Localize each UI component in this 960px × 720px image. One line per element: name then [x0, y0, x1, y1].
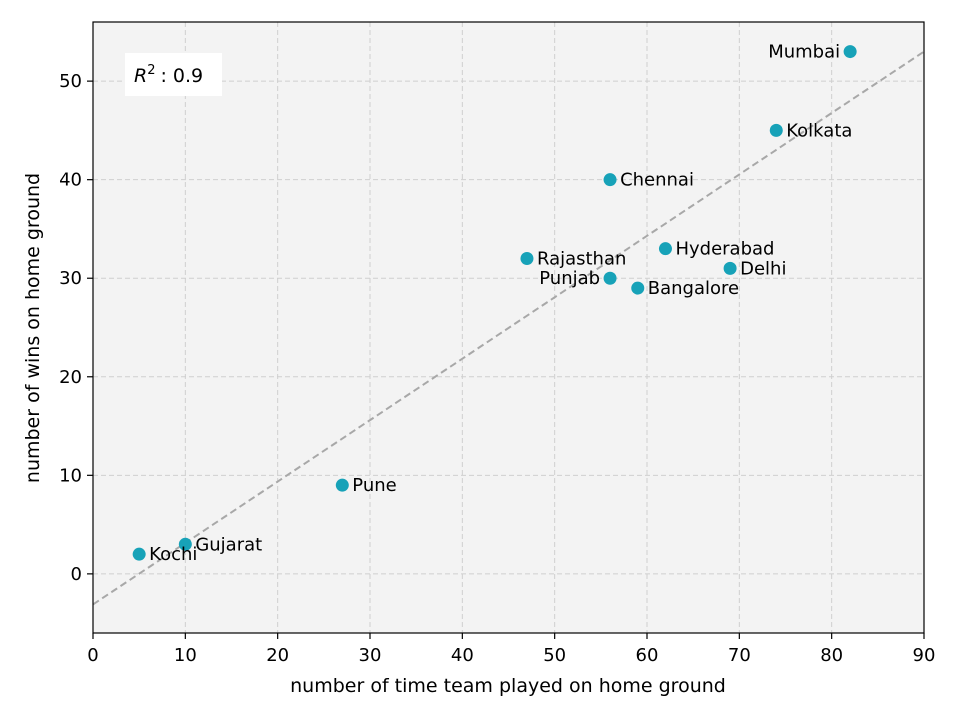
x-axis-label: number of time team played on home groun… — [290, 675, 726, 697]
data-point — [658, 242, 672, 256]
y-tick-label: 40 — [59, 170, 82, 191]
y-axis-label: number of wins on home ground — [22, 173, 44, 483]
data-point — [843, 45, 857, 59]
r2-box — [125, 53, 222, 96]
y-tick-label: 10 — [59, 465, 82, 486]
point-label: Bangalore — [648, 278, 739, 299]
axis-ticks: 0 10 20 30 40 50 60 70 80 90 0 10 20 30 40 50 — [59, 71, 935, 666]
point-label: Mumbai — [768, 42, 840, 63]
point-label: Pune — [352, 475, 396, 496]
data-point — [603, 173, 617, 187]
data-point — [520, 252, 534, 266]
point-label: Delhi — [740, 258, 786, 279]
data-point — [769, 123, 783, 137]
data-point — [631, 281, 645, 295]
x-tick-label: 30 — [359, 645, 382, 666]
data-point — [723, 261, 737, 275]
point-label: Kochi — [149, 544, 197, 565]
x-tick-label: 60 — [636, 645, 659, 666]
data-point — [335, 478, 349, 492]
fit-line — [92, 50, 925, 606]
point-label: Punjab — [539, 268, 600, 289]
r2-label: R2 : 0.9 — [134, 63, 203, 87]
x-tick-label: 10 — [174, 645, 197, 666]
point-labels: Mumbai Kolkata Chennai Hyderabad Rajasthan De… — [149, 42, 852, 566]
x-tick-label: 0 — [87, 645, 98, 666]
point-label: Gujarat — [195, 534, 262, 555]
r2-symbol: R — [134, 65, 147, 87]
point-label: Chennai — [620, 170, 694, 191]
y-tick-label: 30 — [59, 268, 82, 289]
y-tick-label: 0 — [71, 564, 82, 585]
plot-frame — [92, 21, 925, 634]
grid-lines — [93, 22, 924, 633]
x-tick-label: 50 — [543, 645, 566, 666]
x-tick-label: 20 — [266, 645, 289, 666]
x-tick-label: 40 — [451, 645, 474, 666]
point-label: Hyderabad — [675, 239, 774, 260]
r2-annotation: R2 : 0.9 — [125, 53, 222, 96]
data-point — [132, 547, 146, 561]
x-tick-label: 90 — [913, 645, 936, 666]
x-tick-label: 70 — [728, 645, 751, 666]
x-tick-label: 80 — [820, 645, 843, 666]
data-points — [132, 45, 857, 561]
data-point — [178, 537, 192, 551]
data-point — [603, 271, 617, 285]
point-label: Kolkata — [786, 120, 852, 141]
r2-value: : 0.9 — [160, 65, 203, 87]
point-label: Rajasthan — [537, 249, 626, 270]
r2-exponent: 2 — [147, 63, 155, 78]
y-tick-label: 50 — [59, 71, 82, 92]
y-tick-label: 20 — [59, 367, 82, 388]
